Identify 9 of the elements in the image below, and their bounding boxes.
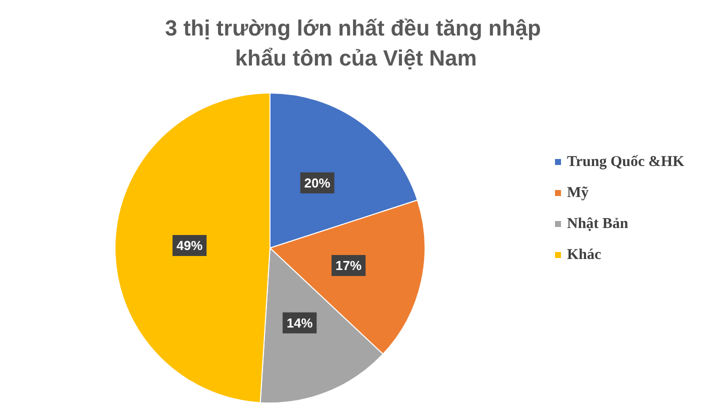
data-label: 49%	[176, 238, 203, 253]
data-label: 20%	[304, 175, 331, 190]
data-label: 17%	[336, 258, 362, 274]
chart-title: 3 thị trường lớn nhất đều tăng nhập khẩu tôm của Việt Nam	[164, 16, 548, 70]
data-label: 14%	[286, 315, 314, 330]
legend-label: Nhật Bản	[567, 216, 629, 232]
legend-label: Mỹ	[567, 185, 590, 201]
legend-label: Trung Quốc &HK	[567, 154, 685, 170]
legend-label: Khác	[567, 247, 602, 263]
